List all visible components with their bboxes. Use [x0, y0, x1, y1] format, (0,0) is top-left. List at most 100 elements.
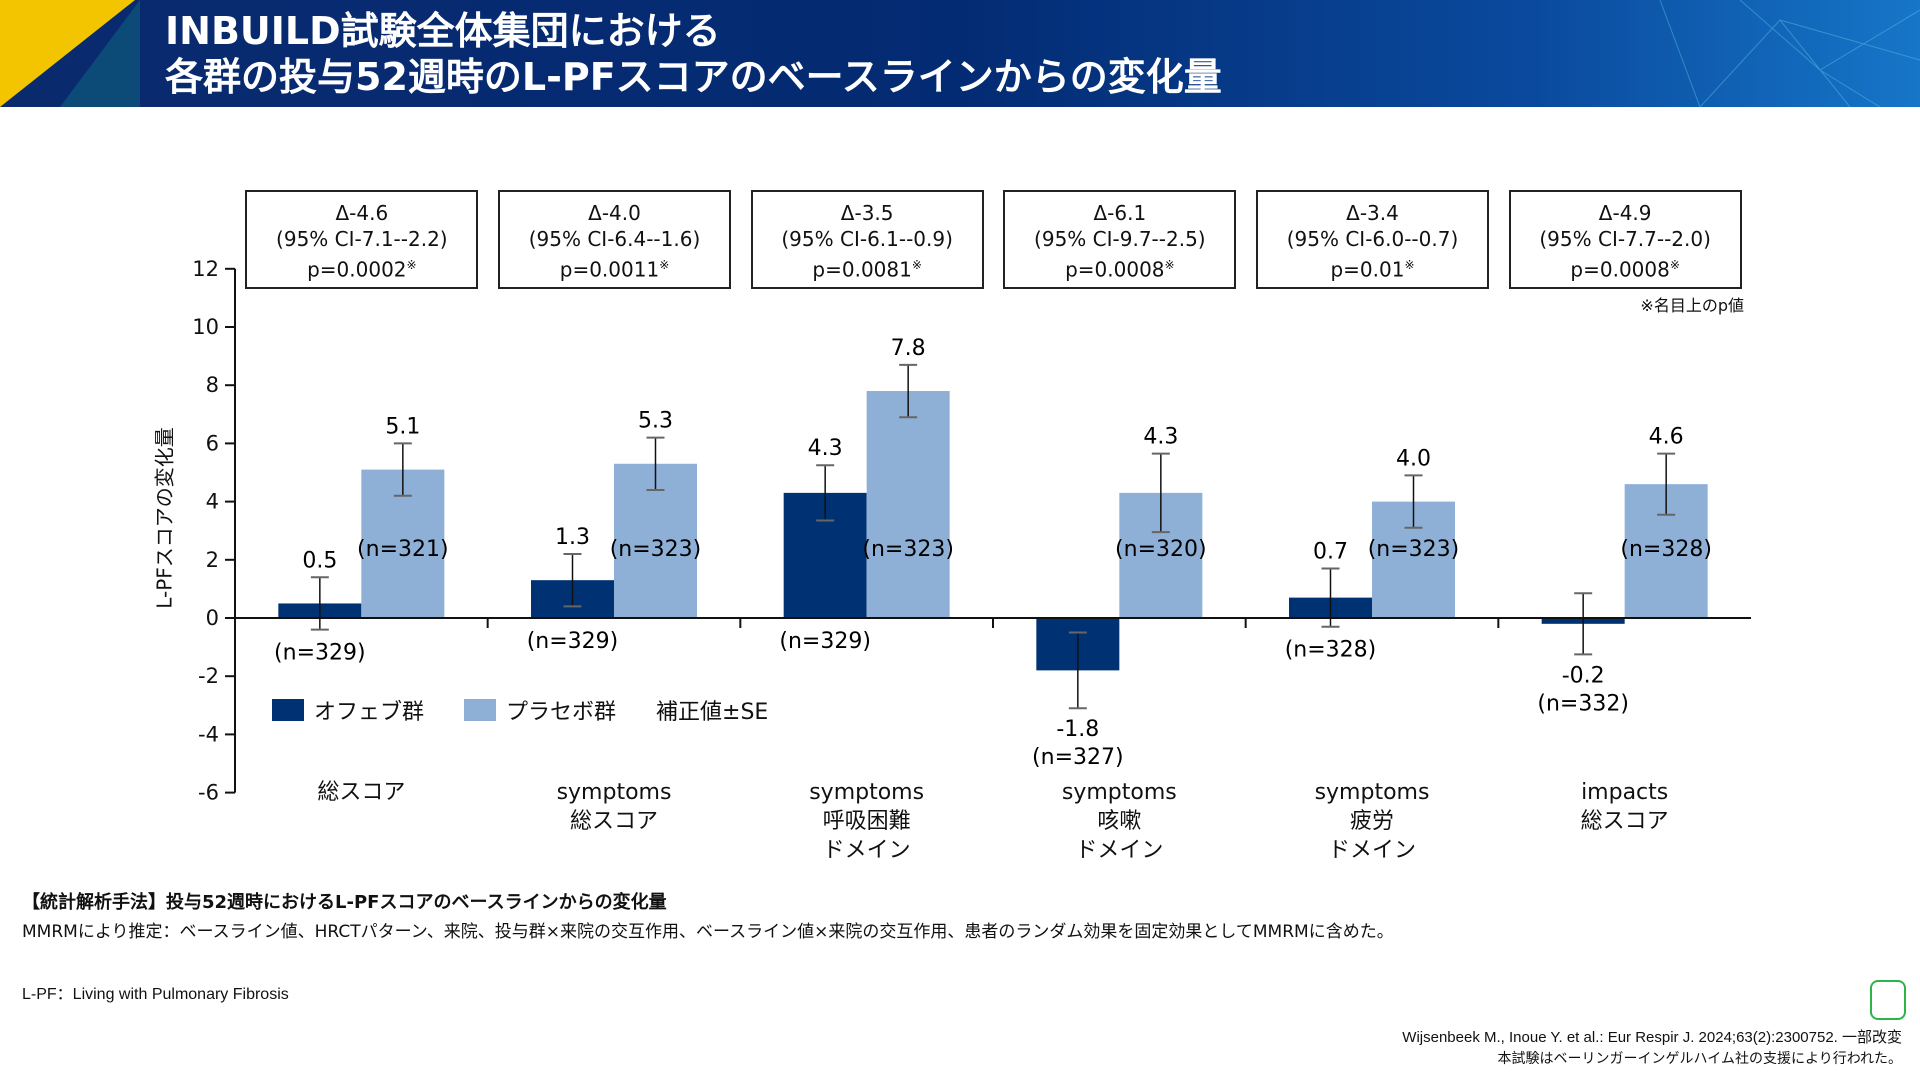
category-label-line: 総スコア: [317, 780, 406, 805]
delta-value: Δ-4.0: [588, 201, 641, 225]
category-label-line: symptoms: [809, 780, 925, 805]
category-label: 総スコア: [235, 778, 487, 807]
bar-placebo: [866, 391, 950, 618]
legend-label-placebo: プラセボ群: [506, 700, 617, 725]
category-label: symptoms 総スコア: [488, 778, 740, 836]
category-label: symptoms 咳嗽ドメイン: [993, 778, 1245, 865]
n-label: (n=328): [1285, 638, 1377, 663]
p-mark: ※: [659, 258, 670, 272]
annotation-box: Δ-3.5 (95% CI-6.1--0.9) p=0.0081※: [750, 190, 984, 289]
category-label-line: 疲労: [1349, 809, 1394, 834]
method-title: 【統計解析手法】投与52週時におけるL-PFスコアのベースラインからの変化量: [22, 892, 667, 913]
y-tick-label: 0: [206, 606, 219, 630]
page-title: INBUILD試験全体集団における 各群の投与52週時のL-PFスコアのベースラ…: [165, 8, 1222, 100]
category-label: symptoms 呼吸困難 ドメイン: [741, 778, 993, 865]
delta-value: Δ-3.4: [1346, 201, 1399, 225]
y-tick-label: -6: [198, 781, 219, 805]
annotation-box: Δ-4.6 (95% CI-7.1--2.2) p=0.0002※: [245, 190, 479, 289]
category-label-line: 総スコア: [1580, 809, 1669, 834]
method-text: MMRMにより推定：ベースライン値、HRCTパターン、来院、投与群×来院の交互作…: [22, 922, 1394, 942]
category-label-line: ドメイン: [1075, 838, 1164, 863]
data-label: -1.8: [1056, 717, 1099, 742]
data-label: -0.2: [1562, 663, 1605, 688]
decor-teal: [60, 0, 140, 107]
ci-value: (95% CI-7.7--2.0): [1539, 227, 1711, 251]
category-label-line: 総スコア: [569, 809, 658, 834]
category-label-line: 咳嗽: [1097, 809, 1142, 834]
category-label-line: impacts: [1581, 780, 1669, 805]
legend: オフェブ群 プラセボ群 補正値±SE: [272, 694, 768, 726]
legend-label-ofev: オフェブ群: [314, 700, 425, 725]
data-label: 1.3: [555, 525, 590, 550]
ci-value: (95% CI-6.0--0.7): [1286, 227, 1459, 251]
ci-value: (95% CI-6.1--0.9): [781, 227, 953, 251]
citation: Wijsenbeek M., Inoue Y. et al.: Eur Resp…: [1402, 1029, 1902, 1046]
p-text: p=0.0081: [812, 257, 912, 282]
p-text: p=0.01: [1330, 257, 1405, 282]
n-label: (n=327): [1032, 745, 1124, 770]
p-text: p=0.0008: [1570, 257, 1670, 282]
ci-value: (95% CI-6.4--1.6): [528, 227, 701, 251]
y-tick-label: 10: [192, 315, 219, 339]
n-label: (n=328): [1620, 537, 1712, 562]
n-label: (n=329): [274, 641, 366, 666]
data-label: 4.6: [1649, 425, 1684, 450]
n-label: (n=332): [1537, 691, 1629, 716]
y-tick-label: -4: [198, 722, 219, 746]
delta-value: Δ-4.6: [335, 201, 389, 225]
data-label: 0.7: [1313, 540, 1348, 565]
delta-value: Δ-6.1: [1093, 201, 1147, 225]
p-mark: ※: [1669, 258, 1680, 272]
p-value: p=0.01※: [1258, 252, 1487, 283]
header-banner: INBUILD試験全体集団における 各群の投与52週時のL-PFスコアのベースラ…: [0, 0, 1920, 107]
y-axis-label: L-PFスコアの変化量: [152, 427, 177, 609]
network-decoration: [1659, 0, 1920, 107]
y-tick-label: 8: [206, 373, 219, 397]
data-label: 4.0: [1396, 446, 1431, 471]
p-value: p=0.0008※: [1005, 252, 1234, 283]
n-label: (n=320): [1115, 537, 1207, 562]
data-label: 4.3: [1143, 425, 1178, 450]
p-text: p=0.0002: [307, 257, 407, 282]
n-label: (n=323): [862, 537, 954, 562]
n-label: (n=329): [779, 629, 871, 654]
data-label: 4.3: [808, 436, 843, 461]
annotation-box: Δ-4.9 (95% CI-7.7--2.0) p=0.0008※: [1508, 190, 1742, 289]
p-mark: ※: [911, 258, 922, 272]
category-label-line: symptoms: [556, 780, 672, 805]
y-tick-label: 6: [206, 431, 219, 455]
ci-value: (95% CI-7.1--2.2): [276, 227, 448, 251]
title-line-1: INBUILD試験全体集団における: [165, 9, 721, 53]
p-mark: ※: [1404, 258, 1415, 272]
annotation-box: Δ-3.4 (95% CI-6.0--0.7) p=0.01※: [1256, 190, 1489, 289]
y-tick-label: 2: [206, 548, 219, 572]
data-label: 0.5: [302, 548, 337, 573]
category-label-line: ドメイン: [1327, 838, 1416, 863]
y-tick-label: 4: [206, 490, 219, 514]
category-label: symptoms 疲労 ドメイン: [1246, 778, 1498, 865]
p-mark: ※: [1164, 258, 1175, 272]
legend-swatch-placebo: [464, 699, 497, 721]
p-value: p=0.0081※: [753, 252, 982, 283]
logo: [1870, 980, 1906, 1020]
category-label-line: symptoms: [1061, 780, 1177, 805]
y-tick-label: -2: [198, 664, 219, 688]
p-value-note: ※名目上のp値: [1640, 296, 1744, 315]
legend-swatch-ofev: [272, 699, 304, 721]
category-label: impacts 総スコア: [1499, 778, 1751, 836]
n-label: (n=329): [527, 629, 619, 654]
p-mark: ※: [406, 258, 417, 272]
data-label: 7.8: [891, 336, 926, 361]
delta-value: Δ-3.5: [840, 201, 894, 225]
n-label: (n=323): [610, 537, 702, 562]
p-text: p=0.0011: [559, 257, 660, 282]
p-value: p=0.0008※: [1511, 252, 1740, 283]
data-label: 5.3: [638, 409, 673, 434]
support-note: 本試験はベーリンガーインゲルハイム社の支援により行われた。: [1497, 1051, 1902, 1067]
category-label-line: 呼吸困難: [822, 809, 911, 834]
n-label: (n=323): [1368, 537, 1460, 562]
title-line-2: 各群の投与52週時のL-PFスコアのベースラインからの変化量: [165, 55, 1222, 99]
delta-value: Δ-4.9: [1598, 201, 1652, 225]
annotation-box: Δ-6.1 (95% CI-9.7--2.5) p=0.0008※: [1003, 190, 1237, 289]
legend-note: 補正値±SE: [656, 700, 769, 725]
